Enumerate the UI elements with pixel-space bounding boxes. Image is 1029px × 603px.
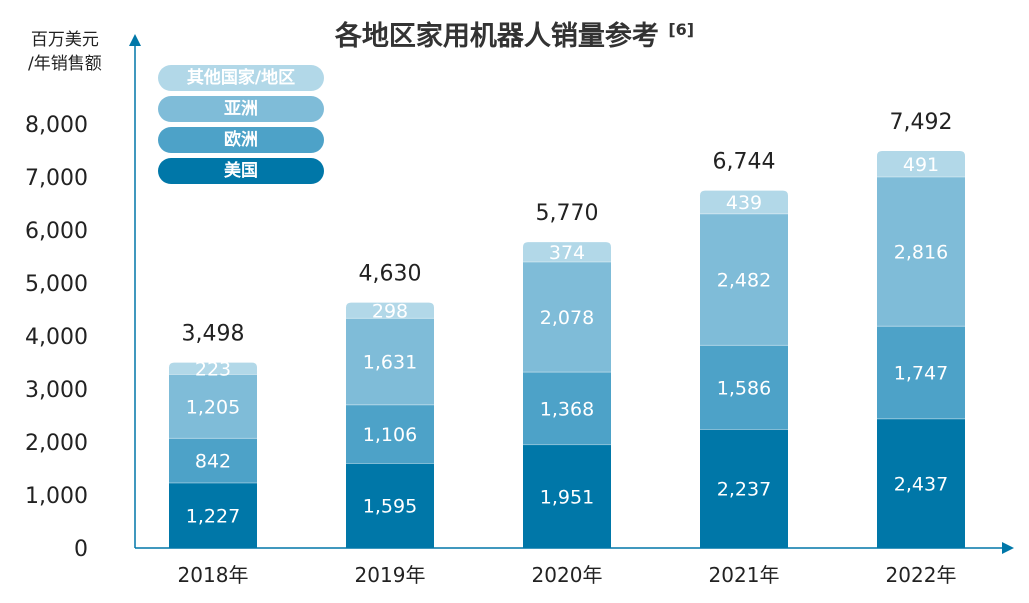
total-label: 7,492 bbox=[890, 110, 953, 135]
data-label: 1,205 bbox=[186, 396, 240, 418]
legend-europe: 欧洲 bbox=[158, 127, 324, 153]
y-axis-arrow-icon bbox=[129, 34, 141, 46]
y-tick-label: 6,000 bbox=[25, 219, 88, 244]
data-label: 2,482 bbox=[717, 270, 771, 292]
data-label: 439 bbox=[726, 192, 762, 214]
bar-segment bbox=[169, 482, 257, 548]
bar-segment bbox=[700, 190, 788, 214]
legend: 其他国家/地区 亚洲 欧洲 美国 bbox=[158, 65, 324, 189]
y-tick-label: 3,000 bbox=[25, 378, 88, 403]
total-label: 4,630 bbox=[359, 262, 422, 287]
bar-segment bbox=[877, 418, 965, 548]
bar-segment bbox=[169, 362, 257, 375]
bar-segment bbox=[877, 177, 965, 327]
x-tick-label: 2020年 bbox=[532, 563, 603, 587]
total-label: 6,744 bbox=[713, 150, 776, 175]
bar-segment bbox=[169, 374, 257, 439]
data-label: 2,816 bbox=[894, 242, 948, 264]
bar-segment bbox=[346, 302, 434, 319]
chart-title: 各地区家用机器人销量参考 [6] bbox=[334, 20, 695, 52]
x-axis-arrow-icon bbox=[1002, 542, 1014, 554]
bar-segment bbox=[523, 372, 611, 445]
data-label: 1,595 bbox=[363, 496, 417, 518]
data-label: 1,586 bbox=[717, 377, 771, 399]
bar-segment bbox=[169, 438, 257, 483]
y-tick-label: 2,000 bbox=[25, 431, 88, 456]
data-label: 374 bbox=[549, 242, 585, 264]
data-label: 1,227 bbox=[186, 505, 240, 527]
bar-segment bbox=[523, 444, 611, 548]
x-tick-label: 2022年 bbox=[886, 563, 957, 587]
bar-segment bbox=[346, 463, 434, 548]
data-label: 298 bbox=[372, 301, 408, 323]
total-label: 5,770 bbox=[536, 201, 599, 226]
data-label: 1,951 bbox=[540, 486, 594, 508]
x-tick-label: 2019年 bbox=[355, 563, 426, 587]
data-label: 1,368 bbox=[540, 398, 594, 420]
bar-segment bbox=[523, 261, 611, 373]
bar-segment bbox=[700, 429, 788, 548]
bar-segment bbox=[700, 345, 788, 430]
data-label: 2,078 bbox=[540, 307, 594, 329]
bar-segment bbox=[877, 326, 965, 419]
bar-segment bbox=[877, 150, 965, 177]
data-label: 842 bbox=[195, 451, 231, 473]
y-axis-label: 百万美元/年销售额 bbox=[28, 30, 102, 74]
bar-segment bbox=[346, 404, 434, 464]
y-tick-label: 1,000 bbox=[25, 484, 88, 509]
legend-other: 其他国家/地区 bbox=[158, 65, 324, 91]
bar-segment bbox=[346, 318, 434, 405]
data-label: 1,631 bbox=[363, 352, 417, 374]
data-label: 2,437 bbox=[894, 473, 948, 495]
data-label: 491 bbox=[903, 154, 939, 176]
y-tick-label: 7,000 bbox=[25, 166, 88, 191]
total-label: 3,498 bbox=[182, 322, 245, 347]
legend-asia: 亚洲 bbox=[158, 96, 324, 122]
bar-segment bbox=[523, 242, 611, 262]
data-label: 223 bbox=[195, 359, 231, 381]
y-tick-label: 5,000 bbox=[25, 272, 88, 297]
x-tick-label: 2018年 bbox=[178, 563, 249, 587]
y-tick-label: 8,000 bbox=[25, 113, 88, 138]
data-label: 1,106 bbox=[363, 424, 417, 446]
data-label: 2,237 bbox=[717, 479, 771, 501]
data-label: 1,747 bbox=[894, 363, 948, 385]
x-tick-label: 2021年 bbox=[709, 563, 780, 587]
y-tick-label: 4,000 bbox=[25, 325, 88, 350]
bar-segment bbox=[700, 213, 788, 346]
y-tick-label: 0 bbox=[74, 537, 88, 562]
legend-usa: 美国 bbox=[158, 158, 324, 184]
